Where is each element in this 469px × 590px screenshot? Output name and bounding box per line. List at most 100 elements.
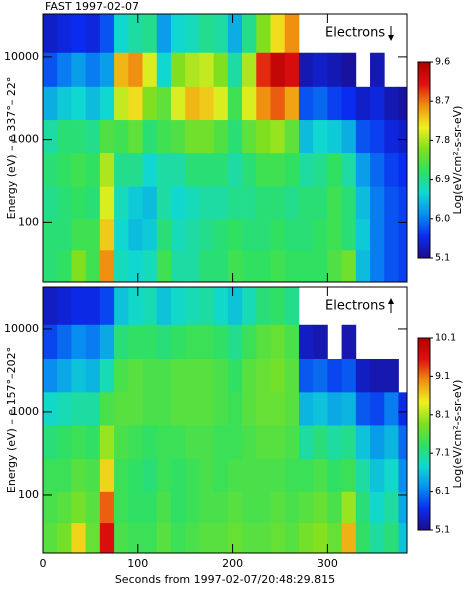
cell: [384, 392, 399, 426]
cell: [71, 358, 87, 393]
cell: [370, 52, 385, 88]
cell: [57, 287, 72, 326]
cell: [128, 425, 143, 460]
cell: [142, 52, 158, 88]
cell: [99, 186, 115, 220]
cell: [256, 392, 271, 426]
cell: [185, 14, 200, 54]
colorbar-tick-label: 10.1: [435, 333, 456, 344]
cell: [313, 86, 328, 121]
cell: [114, 523, 129, 553]
cell: [284, 491, 300, 524]
arrow-head: [388, 35, 394, 41]
cell: [270, 250, 286, 282]
cell: [242, 287, 257, 326]
cell: [341, 491, 357, 524]
cell: [213, 287, 229, 326]
cell: [242, 358, 257, 393]
cell: [71, 186, 87, 220]
cell: [384, 523, 399, 553]
cell: [270, 425, 286, 460]
cell: [71, 14, 87, 54]
cell: [128, 491, 143, 524]
cell: [199, 52, 215, 88]
cell: [355, 120, 371, 154]
cell: [370, 425, 385, 460]
cell: [156, 186, 172, 220]
cell: [57, 120, 72, 154]
cell: [270, 14, 286, 54]
cell: [199, 392, 215, 426]
cell: [213, 358, 229, 393]
cell: [43, 219, 58, 251]
cell: [398, 120, 407, 154]
cell: [370, 358, 385, 393]
cell: [57, 14, 72, 54]
cell: [128, 358, 143, 393]
cell: [384, 491, 399, 524]
cell: [199, 14, 215, 54]
cell: [114, 153, 129, 188]
cell: [284, 250, 300, 282]
cell: [114, 287, 129, 326]
cell: [213, 250, 229, 282]
cell: [327, 459, 342, 493]
cell: [199, 324, 215, 360]
cell: [156, 153, 172, 188]
cell: [142, 523, 158, 553]
cell: [298, 153, 314, 188]
cell: [57, 523, 72, 553]
cell: [227, 392, 243, 426]
cell: [128, 287, 143, 326]
cell: [199, 120, 215, 154]
x-tick-label: 0: [40, 557, 47, 570]
cell: [114, 358, 129, 393]
cell: [57, 52, 72, 88]
cell: [156, 86, 172, 121]
cell: [256, 120, 271, 154]
cell: [199, 153, 215, 188]
cell: [327, 86, 342, 121]
cell: [142, 324, 158, 360]
cell: [57, 153, 72, 188]
y-axis-label: Energy (eV) – e 157°–202°: [5, 347, 18, 493]
cell: [128, 523, 143, 553]
x-tick-label: 300: [317, 557, 338, 570]
cell: [398, 425, 407, 460]
cell: [213, 52, 229, 88]
cell: [99, 459, 115, 493]
cell: [43, 523, 58, 553]
cell: [185, 358, 200, 393]
cell: [284, 287, 300, 326]
cell: [284, 186, 300, 220]
cell: [114, 392, 129, 426]
cell: [114, 86, 129, 121]
cell: [242, 153, 257, 188]
colorbar-tick-label: 5.1: [435, 253, 450, 264]
cell: [43, 392, 58, 426]
cell: [227, 120, 243, 154]
cell: [43, 120, 58, 154]
cell: [298, 186, 314, 220]
cell: [71, 324, 87, 360]
cell: [185, 392, 200, 426]
cell: [43, 459, 58, 493]
cell: [341, 153, 357, 188]
cell: [213, 392, 229, 426]
cell: [370, 120, 385, 154]
cell: [384, 120, 399, 154]
cell: [142, 120, 158, 154]
cell: [213, 86, 229, 121]
cell: [313, 250, 328, 282]
cell: [242, 219, 257, 251]
cell: [398, 219, 407, 251]
cell: [170, 425, 186, 460]
cell: [384, 425, 399, 460]
cell: [114, 250, 129, 282]
cell: [398, 392, 407, 426]
cell: [156, 358, 172, 393]
cell: [327, 491, 342, 524]
cell: [270, 153, 286, 188]
cell: [57, 392, 72, 426]
cell: [170, 52, 186, 88]
